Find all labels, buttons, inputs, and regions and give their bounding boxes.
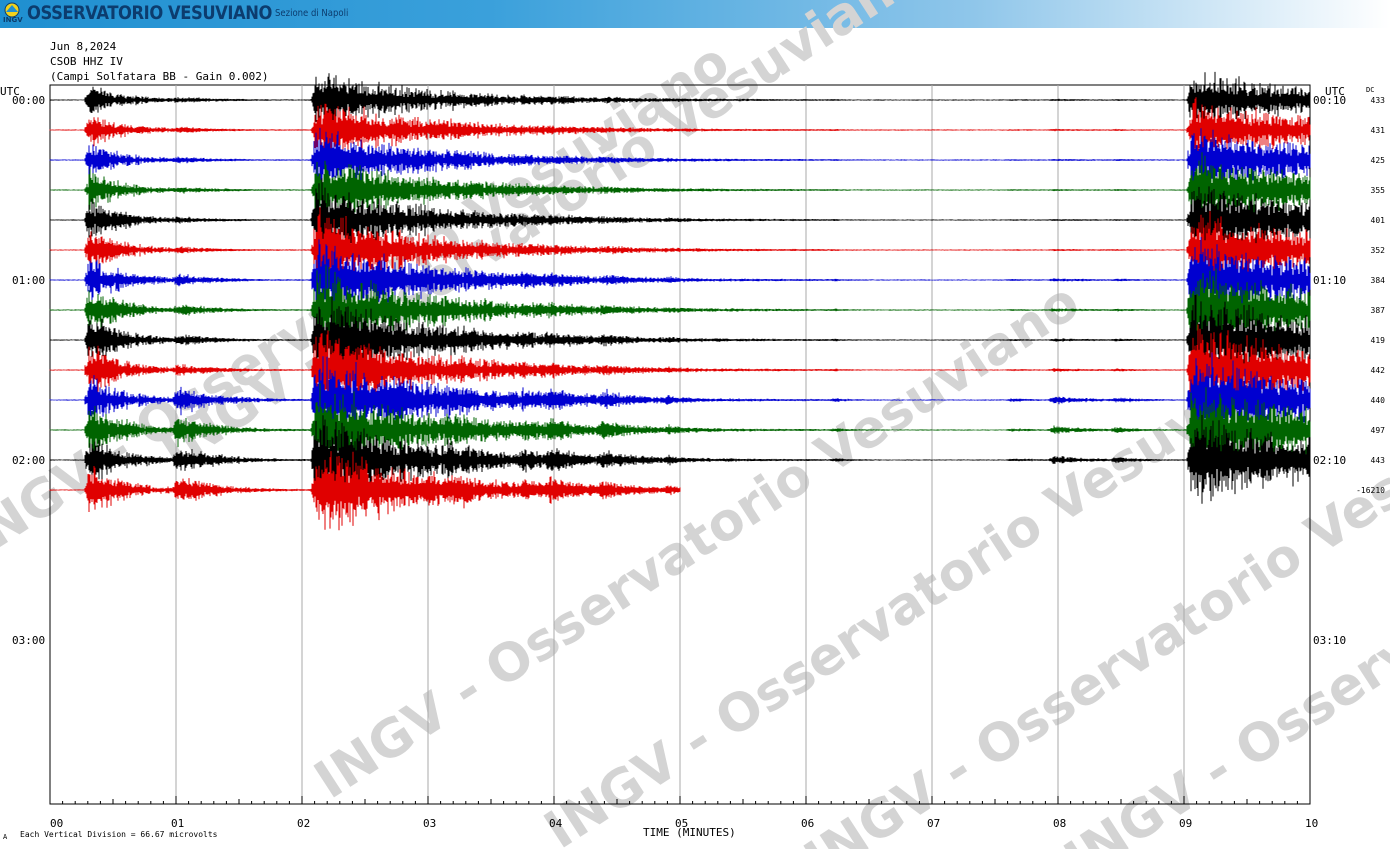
- dc-value: 433: [1371, 96, 1386, 105]
- x-axis-ticks: [49, 796, 1311, 804]
- dc-value: 387: [1371, 306, 1386, 315]
- dc-value: 425: [1371, 156, 1386, 165]
- watermark-text: INGV - Osservatorio Vesuviano: [149, 0, 935, 481]
- trace-row-3: [49, 152, 1311, 225]
- plot-date: Jun 8,2024: [50, 40, 117, 53]
- right-time-label: 00:10: [1313, 94, 1346, 107]
- dc-value: 440: [1371, 396, 1386, 405]
- x-tick-label: 05: [675, 817, 688, 830]
- trace-row-9: [49, 324, 1311, 416]
- x-tick-label: 00: [50, 817, 63, 830]
- dc-value: 419: [1371, 336, 1386, 345]
- right-time-label: 02:10: [1313, 454, 1346, 467]
- vertical-grid: [175, 85, 1185, 804]
- trace-row-13: [49, 451, 681, 531]
- x-tick-label: 08: [1053, 817, 1066, 830]
- trace-row-0: [49, 71, 1311, 130]
- x-tick-label: 03: [423, 817, 436, 830]
- trace-row-4: [49, 178, 1311, 256]
- trace-layer: [49, 71, 1311, 531]
- left-time-label: 02:00: [12, 454, 45, 467]
- x-tick-label: 06: [801, 817, 814, 830]
- left-axis-title: UTC: [0, 85, 20, 98]
- dc-axis-title: DC: [1366, 86, 1374, 94]
- x-tick-label: 10: [1305, 817, 1318, 830]
- x-tick-label: 07: [927, 817, 940, 830]
- dc-value: 401: [1371, 216, 1386, 225]
- trace-row-1: [49, 97, 1311, 159]
- right-time-label: 01:10: [1313, 274, 1346, 287]
- channel-code: CSOB HHZ IV: [50, 55, 123, 68]
- right-axis-title: UTC: [1325, 85, 1345, 98]
- ingv-logo-icon: [4, 2, 20, 18]
- station-description: (Campi Solfatara BB - Gain 0.002): [50, 70, 269, 83]
- x-tick-label: 02: [297, 817, 310, 830]
- observatory-subtitle: Sezione di Napoli: [275, 8, 349, 19]
- footer-mark: A: [3, 833, 8, 841]
- trace-row-10: [49, 352, 1311, 445]
- dc-value: 384: [1371, 276, 1386, 285]
- x-tick-label: 09: [1179, 817, 1192, 830]
- logo-label: INGV: [3, 16, 23, 24]
- x-axis-title: TIME (MINUTES): [643, 826, 736, 839]
- left-time-label: 03:00: [12, 634, 45, 647]
- x-tick-label: 04: [549, 817, 563, 830]
- trace-row-2: [49, 127, 1311, 193]
- left-time-label: 01:00: [12, 274, 45, 287]
- trace-row-11: [49, 383, 1311, 480]
- x-tick-label: 01: [171, 817, 184, 830]
- header-banner: INGV OSSERVATORIO VESUVIANO Sezione di N…: [0, 0, 1390, 28]
- left-time-label: 00:00: [12, 94, 45, 107]
- dc-value: 442: [1371, 366, 1386, 375]
- trace-row-5: [49, 207, 1311, 286]
- dc-value: -16210: [1356, 486, 1385, 495]
- observatory-title: OSSERVATORIO VESUVIANO: [27, 2, 272, 24]
- dc-value: 355: [1371, 186, 1386, 195]
- trace-row-7: [49, 265, 1311, 351]
- vertical-scale-note: Each Vertical Division = 66.67 microvolt…: [20, 830, 218, 839]
- right-time-label: 03:10: [1313, 634, 1346, 647]
- dc-value: 497: [1371, 426, 1386, 435]
- trace-row-6: [49, 237, 1311, 320]
- dc-value: 431: [1371, 126, 1386, 135]
- dc-value: 352: [1371, 246, 1386, 255]
- dc-value: 443: [1371, 456, 1386, 465]
